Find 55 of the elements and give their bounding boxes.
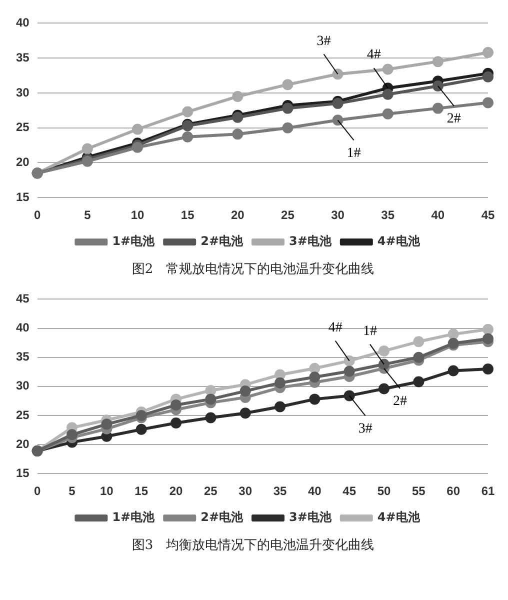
x-tick-label: 25 xyxy=(281,208,295,222)
x-tick-label: 45 xyxy=(342,484,356,498)
annotation: 3# xyxy=(358,421,372,436)
x-tick-label: 20 xyxy=(169,484,184,498)
y-tick-label: 45 xyxy=(16,292,30,306)
text: 图2 常规放电情况下的电池温升变化曲线 xyxy=(130,261,376,278)
legend-label: 3#电池 xyxy=(289,234,332,248)
y-tick-label: 15 xyxy=(16,466,30,480)
x-tick-label: 50 xyxy=(377,484,391,498)
x-tick-label: 0 xyxy=(34,484,42,498)
legend-label: 2#电池 xyxy=(200,510,244,524)
x-tick-label: 25 xyxy=(204,484,218,498)
legend-label: 1#电池 xyxy=(112,510,156,524)
y-tick-label: 15 xyxy=(16,190,30,204)
annotation: 1# xyxy=(346,146,361,161)
annotation: 3# xyxy=(316,34,331,49)
x-tick-label: 45 xyxy=(481,208,495,222)
legend-label: 4#电池 xyxy=(377,234,421,248)
annotation: 1# xyxy=(363,324,378,339)
x-tick-label: 30 xyxy=(331,208,345,222)
x-tick-label: 40 xyxy=(431,208,445,222)
y-tick-label: 35 xyxy=(16,50,30,64)
legend-label: 2#电池 xyxy=(200,234,244,248)
x-tick-label: 35 xyxy=(381,208,395,222)
x-tick-label: 60 xyxy=(446,484,460,498)
y-tick-label: 40 xyxy=(16,320,30,335)
legend-label: 1#电池 xyxy=(112,234,156,248)
x-tick-label: 10 xyxy=(130,208,144,222)
x-tick-label: 40 xyxy=(308,484,322,498)
annotation: 4# xyxy=(366,48,381,63)
legend-label: 4#电池 xyxy=(377,510,421,524)
y-tick-label: 35 xyxy=(16,350,30,364)
x-tick-label: 61 xyxy=(481,484,495,498)
x-tick-label: 15 xyxy=(180,208,195,222)
x-tick-label: 20 xyxy=(230,208,245,222)
annotation: 2# xyxy=(446,112,461,127)
y-tick-label: 30 xyxy=(16,85,30,100)
y-tick-label: 25 xyxy=(16,120,30,134)
y-tick-label: 30 xyxy=(16,378,30,393)
x-tick-label: 5 xyxy=(84,208,92,222)
x-tick-label: 0 xyxy=(34,208,42,222)
x-tick-label: 30 xyxy=(238,484,252,498)
annotation: 4# xyxy=(328,320,342,336)
x-tick-label: 15 xyxy=(134,484,148,498)
x-tick-label: 10 xyxy=(100,484,114,498)
y-tick-label: 20 xyxy=(16,155,30,170)
x-tick-label: 55 xyxy=(412,484,426,498)
y-tick-label: 25 xyxy=(16,408,30,422)
y-tick-label: 40 xyxy=(16,16,30,30)
x-tick-label: 35 xyxy=(273,484,287,498)
y-tick-label: 20 xyxy=(16,436,30,451)
annotation: 2# xyxy=(393,394,408,410)
legend-label: 3#电池 xyxy=(289,510,332,524)
text: 图3 均衡放电情况下的电池温升变化曲线 xyxy=(130,537,376,554)
x-tick-label: 5 xyxy=(68,484,76,498)
